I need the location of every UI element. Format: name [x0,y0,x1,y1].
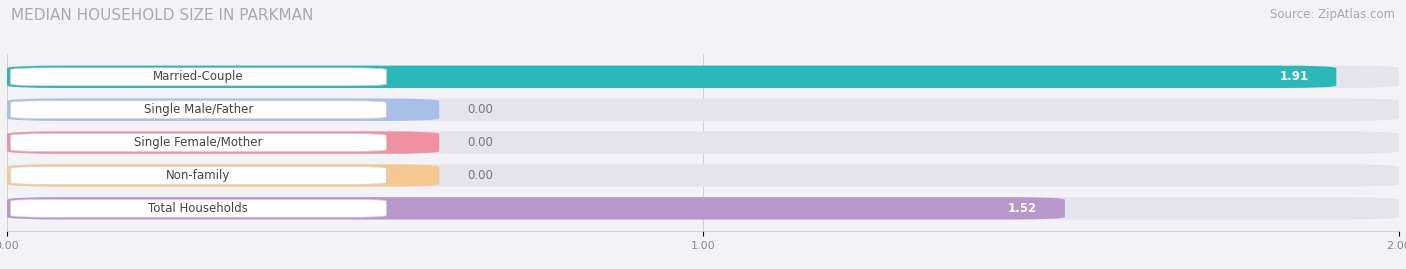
FancyBboxPatch shape [7,197,1064,220]
FancyBboxPatch shape [7,131,439,154]
FancyBboxPatch shape [7,66,1399,88]
Text: Single Male/Father: Single Male/Father [143,103,253,116]
Text: Non-family: Non-family [166,169,231,182]
Text: 0.00: 0.00 [467,136,494,149]
FancyBboxPatch shape [7,131,1399,154]
FancyBboxPatch shape [10,167,387,184]
FancyBboxPatch shape [7,164,1399,187]
FancyBboxPatch shape [7,164,439,187]
FancyBboxPatch shape [7,66,1336,88]
Text: 0.00: 0.00 [467,103,494,116]
FancyBboxPatch shape [10,68,387,86]
Text: 0.00: 0.00 [467,169,494,182]
FancyBboxPatch shape [10,199,387,217]
Text: 1.52: 1.52 [1008,202,1038,215]
Text: 1.91: 1.91 [1279,70,1309,83]
FancyBboxPatch shape [7,98,439,121]
FancyBboxPatch shape [10,101,387,119]
FancyBboxPatch shape [7,98,1399,121]
Text: MEDIAN HOUSEHOLD SIZE IN PARKMAN: MEDIAN HOUSEHOLD SIZE IN PARKMAN [11,8,314,23]
Text: Source: ZipAtlas.com: Source: ZipAtlas.com [1270,8,1395,21]
Text: Single Female/Mother: Single Female/Mother [134,136,263,149]
Text: Married-Couple: Married-Couple [153,70,243,83]
FancyBboxPatch shape [7,197,1399,220]
Text: Total Households: Total Households [149,202,249,215]
FancyBboxPatch shape [10,134,387,151]
